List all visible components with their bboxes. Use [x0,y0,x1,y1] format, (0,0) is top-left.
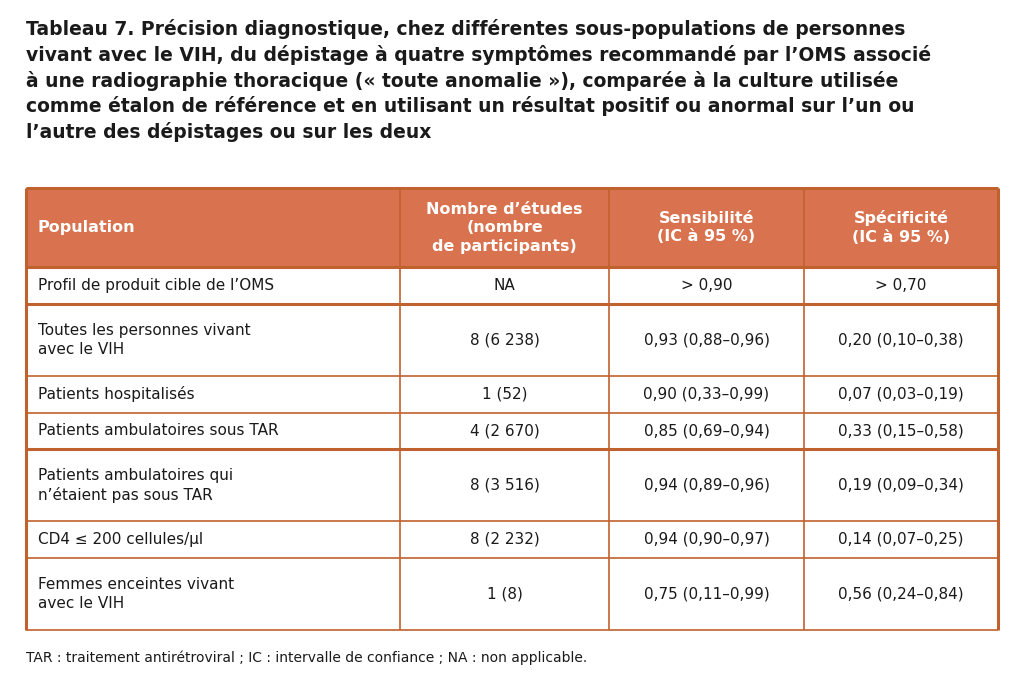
Text: Population: Population [38,220,135,235]
Text: 0,33 (0,15–0,58): 0,33 (0,15–0,58) [839,423,964,438]
Text: Sensibilité
(IC à 95 %): Sensibilité (IC à 95 %) [657,211,756,245]
Text: 0,90 (0,33–0,99): 0,90 (0,33–0,99) [643,387,770,402]
Text: NA: NA [494,278,515,293]
Text: Patients hospitalisés: Patients hospitalisés [38,386,195,402]
Bar [26,376,998,413]
Text: Patients ambulatoires qui
n’étaient pas sous TAR: Patients ambulatoires qui n’étaient pas … [38,468,233,502]
Text: > 0,90: > 0,90 [681,278,732,293]
Text: 0,93 (0,88–0,96): 0,93 (0,88–0,96) [643,332,770,348]
Text: 0,56 (0,24–0,84): 0,56 (0,24–0,84) [839,587,964,601]
Text: 0,14 (0,07–0,25): 0,14 (0,07–0,25) [839,532,964,547]
Text: 1 (8): 1 (8) [486,587,522,601]
Text: 8 (3 516): 8 (3 516) [470,477,540,493]
Text: 0,07 (0,03–0,19): 0,07 (0,03–0,19) [839,387,964,402]
Text: Tableau 7. Précision diagnostique, chez différentes sous-populations de personne: Tableau 7. Précision diagnostique, chez … [26,19,931,142]
Text: 8 (2 232): 8 (2 232) [470,532,540,547]
Text: 0,94 (0,89–0,96): 0,94 (0,89–0,96) [643,477,770,493]
Text: 0,75 (0,11–0,99): 0,75 (0,11–0,99) [644,587,769,601]
Text: 8 (6 238): 8 (6 238) [470,332,540,348]
Text: 0,94 (0,90–0,97): 0,94 (0,90–0,97) [644,532,769,547]
Text: TAR : traitement antirétroviral ; IC : intervalle de confiance ; NA : non applic: TAR : traitement antirétroviral ; IC : i… [26,650,587,665]
Text: > 0,70: > 0,70 [876,278,927,293]
Text: Femmes enceintes vivant
avec le VIH: Femmes enceintes vivant avec le VIH [38,577,234,611]
Text: Nombre d’études
(nombre
de participants): Nombre d’études (nombre de participants) [426,202,583,254]
Bar [26,413,998,449]
Text: 0,20 (0,10–0,38): 0,20 (0,10–0,38) [839,332,964,348]
Text: CD4 ≤ 200 cellules/µl: CD4 ≤ 200 cellules/µl [38,532,203,547]
Text: Patients ambulatoires sous TAR: Patients ambulatoires sous TAR [38,423,279,438]
Text: 4 (2 670): 4 (2 670) [470,423,540,438]
Text: Spécificité
(IC à 95 %): Spécificité (IC à 95 %) [852,210,950,245]
Bar [26,521,998,558]
Text: Toutes les personnes vivant
avec le VIH: Toutes les personnes vivant avec le VIH [38,323,251,357]
Bar [26,267,998,304]
Text: Profil de produit cible de l’OMS: Profil de produit cible de l’OMS [38,278,274,293]
Text: 0,85 (0,69–0,94): 0,85 (0,69–0,94) [644,423,769,438]
Text: 1 (52): 1 (52) [482,387,527,402]
Text: 0,19 (0,09–0,34): 0,19 (0,09–0,34) [839,477,964,493]
